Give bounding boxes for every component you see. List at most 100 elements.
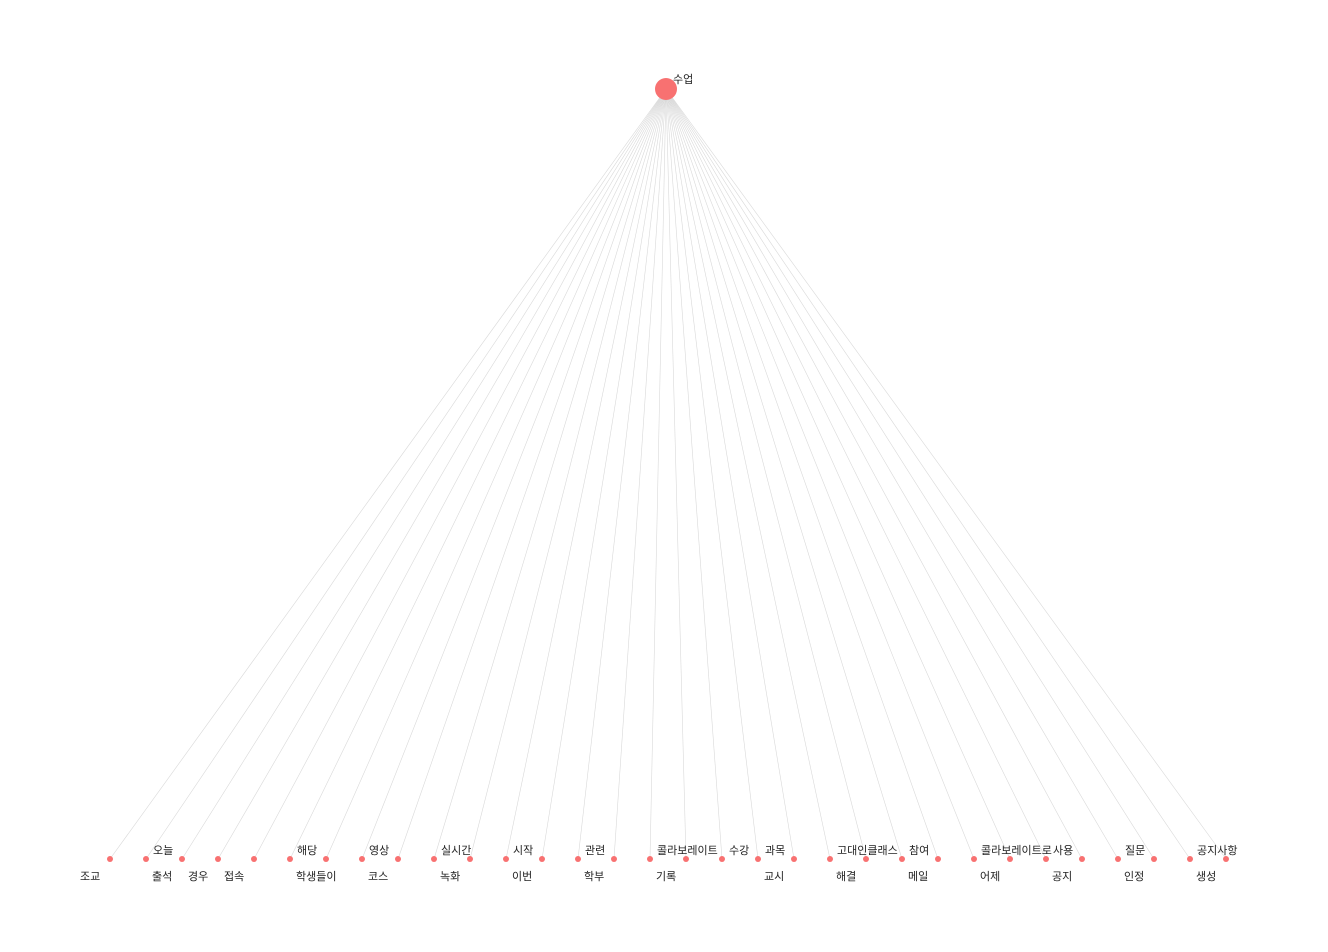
leaf-label: 질문	[1125, 844, 1145, 857]
edge	[649, 88, 667, 860]
leaf-node	[1007, 856, 1013, 862]
edges	[109, 88, 1227, 860]
edge	[541, 88, 667, 860]
leaf-node	[1043, 856, 1049, 862]
leaf-label: 해결	[836, 869, 856, 883]
edge	[665, 88, 1083, 860]
edge	[505, 88, 667, 860]
nodes	[107, 78, 1229, 862]
edge	[665, 88, 759, 860]
leaf-node	[971, 856, 977, 862]
leaf-label: 접속	[224, 870, 244, 883]
leaf-node	[395, 856, 401, 862]
edge	[665, 88, 831, 860]
leaf-label: 참여	[909, 844, 929, 857]
leaf-label: 어제	[980, 870, 1000, 883]
leaf-node	[431, 856, 437, 862]
leaf-label: 사용	[1053, 844, 1073, 857]
leaf-node	[1151, 856, 1157, 862]
leaf-node	[359, 856, 365, 862]
leaf-node	[827, 856, 833, 862]
leaf-label: 학부	[584, 870, 604, 883]
edge	[181, 88, 667, 860]
edge	[665, 88, 1119, 860]
leaf-node	[755, 856, 761, 862]
leaf-label: 시작	[513, 844, 533, 857]
leaf-label: 해당	[297, 843, 317, 857]
edge	[109, 88, 667, 860]
leaf-label: 메일	[908, 869, 928, 883]
leaf-label: 생성	[1196, 870, 1216, 883]
leaf-label: 인정	[1124, 870, 1144, 883]
leaf-node	[863, 856, 869, 862]
leaf-label: 수강	[729, 844, 749, 857]
edge	[217, 88, 667, 860]
root-label: 수업	[673, 73, 693, 86]
leaf-label: 출석	[152, 870, 172, 883]
leaf-node	[935, 856, 941, 862]
leaf-node	[107, 856, 113, 862]
leaf-node	[503, 856, 509, 862]
leaf-node	[575, 856, 581, 862]
edge	[665, 88, 1047, 860]
leaf-node	[683, 856, 689, 862]
leaf-node	[899, 856, 905, 862]
leaf-label: 기록	[656, 870, 676, 883]
edge	[665, 88, 975, 860]
edge	[469, 88, 667, 860]
leaf-node	[323, 856, 329, 862]
edge	[665, 88, 939, 860]
edge	[665, 88, 1155, 860]
leaf-label: 공지사항	[1197, 844, 1237, 857]
leaf-label: 공지	[1052, 870, 1072, 883]
edge	[253, 88, 667, 860]
leaf-label: 영상	[369, 844, 389, 857]
leaf-label: 코스	[368, 870, 388, 883]
leaf-node	[287, 856, 293, 862]
leaf-label: 교시	[764, 870, 784, 883]
edge	[665, 88, 867, 860]
edge	[665, 88, 1011, 860]
edge	[325, 88, 667, 860]
leaf-label: 실시간	[441, 844, 471, 857]
leaf-label: 학생들이	[296, 870, 336, 883]
edge	[665, 88, 903, 860]
edge	[665, 88, 1191, 860]
leaf-node	[1187, 856, 1193, 862]
leaf-node	[719, 856, 725, 862]
leaf-node	[647, 856, 653, 862]
edge	[361, 88, 667, 860]
edge	[665, 88, 1227, 860]
leaf-label: 경우	[188, 870, 208, 883]
edge	[397, 88, 667, 860]
leaf-label: 이번	[512, 870, 532, 883]
leaf-node	[215, 856, 221, 862]
edge	[613, 88, 667, 860]
root-node	[655, 78, 677, 100]
leaf-label: 과목	[765, 844, 785, 857]
edge	[665, 88, 687, 860]
edge	[289, 88, 667, 860]
leaf-node	[251, 856, 257, 862]
leaf-node	[1079, 856, 1085, 862]
leaf-node	[179, 856, 185, 862]
leaf-node	[1115, 856, 1121, 862]
edge	[665, 88, 723, 860]
leaf-node	[611, 856, 617, 862]
edge	[665, 88, 795, 860]
leaf-node	[467, 856, 473, 862]
leaf-label: 조교	[80, 870, 100, 883]
leaf-label: 관련	[585, 844, 605, 857]
leaf-node	[1223, 856, 1229, 862]
leaf-label: 녹화	[440, 870, 460, 883]
leaf-label: 고대인클래스	[837, 844, 898, 857]
leaf-label: 콜라보레이트로	[981, 844, 1052, 857]
edge	[577, 88, 667, 860]
leaf-label: 오늘	[153, 844, 173, 857]
leaf-node	[791, 856, 797, 862]
edge	[433, 88, 667, 860]
edge	[145, 88, 667, 860]
leaf-node	[539, 856, 545, 862]
